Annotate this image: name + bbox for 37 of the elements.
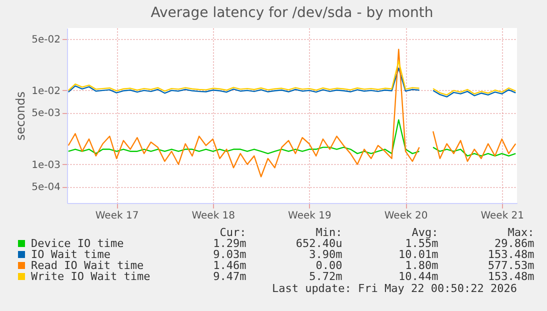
y-tick-label: 5e-04 bbox=[32, 182, 60, 194]
legend-label: Device IO time bbox=[30, 237, 125, 250]
text: 1.55m bbox=[405, 237, 438, 250]
y-tick-label: 5e-03 bbox=[32, 108, 60, 120]
text: 5.72m bbox=[308, 270, 342, 283]
text: 29.86m bbox=[494, 237, 534, 250]
text: 9.47m bbox=[212, 270, 246, 283]
y-axis-title: seconds bbox=[14, 91, 28, 141]
text: 3.90m bbox=[308, 248, 342, 261]
y-tick-label: 1e-03 bbox=[32, 160, 60, 171]
text: 0.00 bbox=[316, 259, 342, 272]
text: 1.29m bbox=[212, 237, 246, 250]
text: Avg: bbox=[410, 226, 438, 239]
text: Last update: Fri May 22 00:50:22 2026 bbox=[270, 282, 517, 295]
chart-title: Average latency for /dev/sda - by month bbox=[150, 5, 434, 21]
x-tick-label: Week 19 bbox=[288, 210, 332, 222]
text: Max: bbox=[508, 226, 534, 239]
text: 1.80m bbox=[405, 259, 438, 272]
text: 10.44m bbox=[397, 270, 438, 283]
legend-label: Read IO Wait time bbox=[30, 259, 144, 272]
x-tick-label: Week 20 bbox=[384, 210, 428, 222]
text: 652.40u bbox=[294, 237, 342, 250]
legend-label: Write IO Wait time bbox=[30, 270, 150, 283]
text: 153.48m bbox=[486, 248, 534, 261]
text: 153.48m bbox=[486, 270, 534, 283]
text: Min: bbox=[316, 226, 342, 239]
text: 10.01m bbox=[397, 248, 438, 261]
x-tick-label: Week 21 bbox=[480, 210, 524, 222]
legend-label: IO Wait time bbox=[30, 248, 112, 261]
x-tick-label: Week 18 bbox=[192, 210, 236, 222]
text: 9.03m bbox=[212, 248, 246, 261]
y-tick-label: 5e-02 bbox=[32, 34, 60, 46]
x-tick-label: Week 17 bbox=[95, 210, 139, 222]
text: Cur: bbox=[220, 226, 246, 239]
text: 1.46m bbox=[212, 259, 246, 272]
y-tick-label: 1e-02 bbox=[32, 86, 60, 97]
text: 577.53m bbox=[486, 259, 534, 272]
